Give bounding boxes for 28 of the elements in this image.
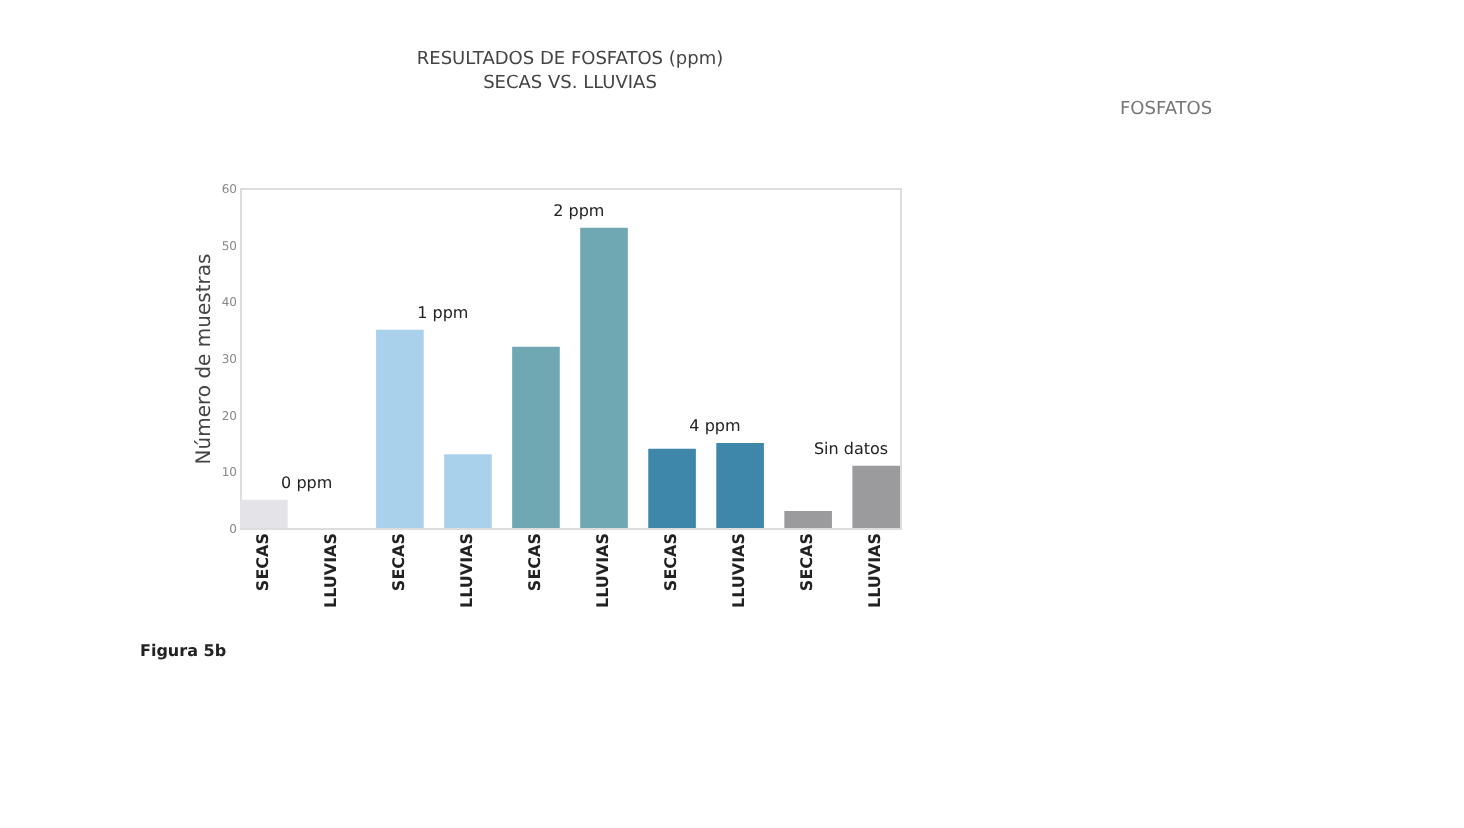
bar xyxy=(512,346,560,528)
x-tick-label: SECAS xyxy=(253,532,272,592)
annotation: 1 ppm xyxy=(417,303,469,322)
y-axis-title: Número de muestras xyxy=(193,253,216,465)
bar xyxy=(716,443,764,528)
bar xyxy=(784,511,832,528)
bar xyxy=(376,329,424,528)
annotation: Sin datos xyxy=(813,439,889,458)
x-tick-label: SECAS xyxy=(389,532,408,592)
bar xyxy=(852,465,900,528)
bar xyxy=(444,454,492,528)
x-tick-label: LLUVIAS xyxy=(730,532,749,609)
annotation: 4 ppm xyxy=(689,417,741,435)
x-tick-label: SECAS xyxy=(798,532,817,592)
annotation: 2 ppm xyxy=(553,201,605,220)
x-tick-label: SECAS xyxy=(662,532,681,592)
text: Figura 5b xyxy=(140,642,227,660)
text: FOSFATOS xyxy=(1120,100,1213,120)
x-tick-label: LLUVIAS xyxy=(321,532,340,609)
x-tick-label: LLUVIAS xyxy=(457,532,476,609)
x-tick-label: LLUVIAS xyxy=(594,532,613,609)
annotation: 0 ppm xyxy=(281,473,333,492)
x-tick-label: SECAS xyxy=(525,532,544,592)
x-tick-label: LLUVIAS xyxy=(866,532,885,609)
chart-subtitle: SECAS VS. LLUVIAS xyxy=(483,74,658,94)
chart-title: RESULTADOS DE FOSFATOS (ppm) xyxy=(416,50,724,70)
bar xyxy=(580,227,628,528)
bar xyxy=(648,448,696,528)
